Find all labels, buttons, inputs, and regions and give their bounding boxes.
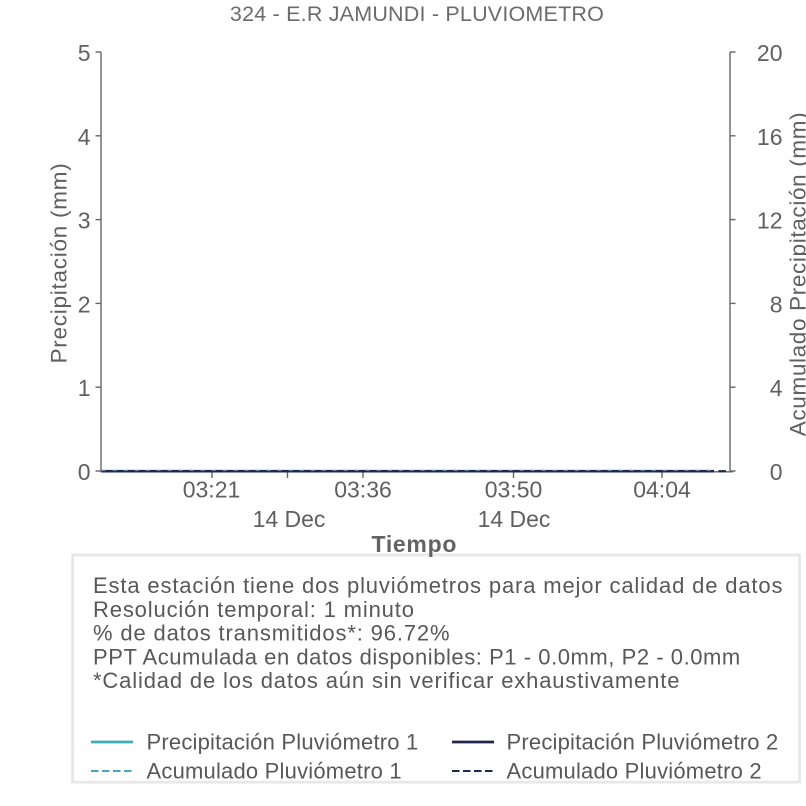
svg-text:14 Dec: 14 Dec: [478, 506, 551, 532]
svg-text:Acumulado Pluviómetro 1: Acumulado Pluviómetro 1: [147, 758, 402, 783]
svg-text:1: 1: [78, 375, 91, 401]
svg-text:03:36: 03:36: [334, 476, 392, 502]
svg-text:03:21: 03:21: [183, 476, 241, 502]
svg-text:Resolución temporal: 1 minuto: Resolución temporal: 1 minuto: [93, 597, 415, 622]
svg-text:12: 12: [757, 208, 783, 234]
svg-text:PPT Acumulada en datos disponi: PPT Acumulada en datos disponibles: P1 -…: [93, 645, 741, 670]
svg-text:Precipitación Pluviómetro 2: Precipitación Pluviómetro 2: [507, 729, 779, 754]
svg-text:Precipitación (mm): Precipitación (mm): [47, 162, 72, 363]
svg-text:16: 16: [757, 124, 783, 150]
svg-text:03:50: 03:50: [485, 476, 543, 502]
svg-text:Acumulado Precipitación (mm): Acumulado Precipitación (mm): [786, 112, 806, 437]
svg-text:2: 2: [78, 291, 91, 317]
svg-text:8: 8: [770, 291, 783, 317]
svg-text:324 - E.R JAMUNDI - PLUVIOMETR: 324 - E.R JAMUNDI - PLUVIOMETRO: [230, 2, 604, 26]
svg-text:0: 0: [78, 459, 91, 485]
svg-text:20: 20: [757, 40, 783, 66]
svg-text:% de datos transmitidos*: 96.7: % de datos transmitidos*: 96.72%: [93, 621, 450, 646]
svg-text:Precipitación Pluviómetro 1: Precipitación Pluviómetro 1: [147, 729, 419, 754]
svg-text:Esta estación tiene dos pluvió: Esta estación tiene dos pluviómetros par…: [93, 573, 783, 598]
svg-text:5: 5: [78, 40, 91, 66]
svg-text:4: 4: [770, 375, 783, 401]
svg-text:Tiempo: Tiempo: [372, 531, 458, 557]
svg-text:14 Dec: 14 Dec: [253, 506, 326, 532]
svg-text:3: 3: [78, 208, 91, 234]
svg-text:*Calidad de los datos aún sin: *Calidad de los datos aún sin verificar …: [93, 668, 680, 693]
svg-text:Acumulado Pluviómetro 2: Acumulado Pluviómetro 2: [507, 758, 762, 783]
svg-text:0: 0: [770, 459, 783, 485]
svg-text:4: 4: [78, 124, 91, 150]
svg-text:04:04: 04:04: [633, 476, 691, 502]
